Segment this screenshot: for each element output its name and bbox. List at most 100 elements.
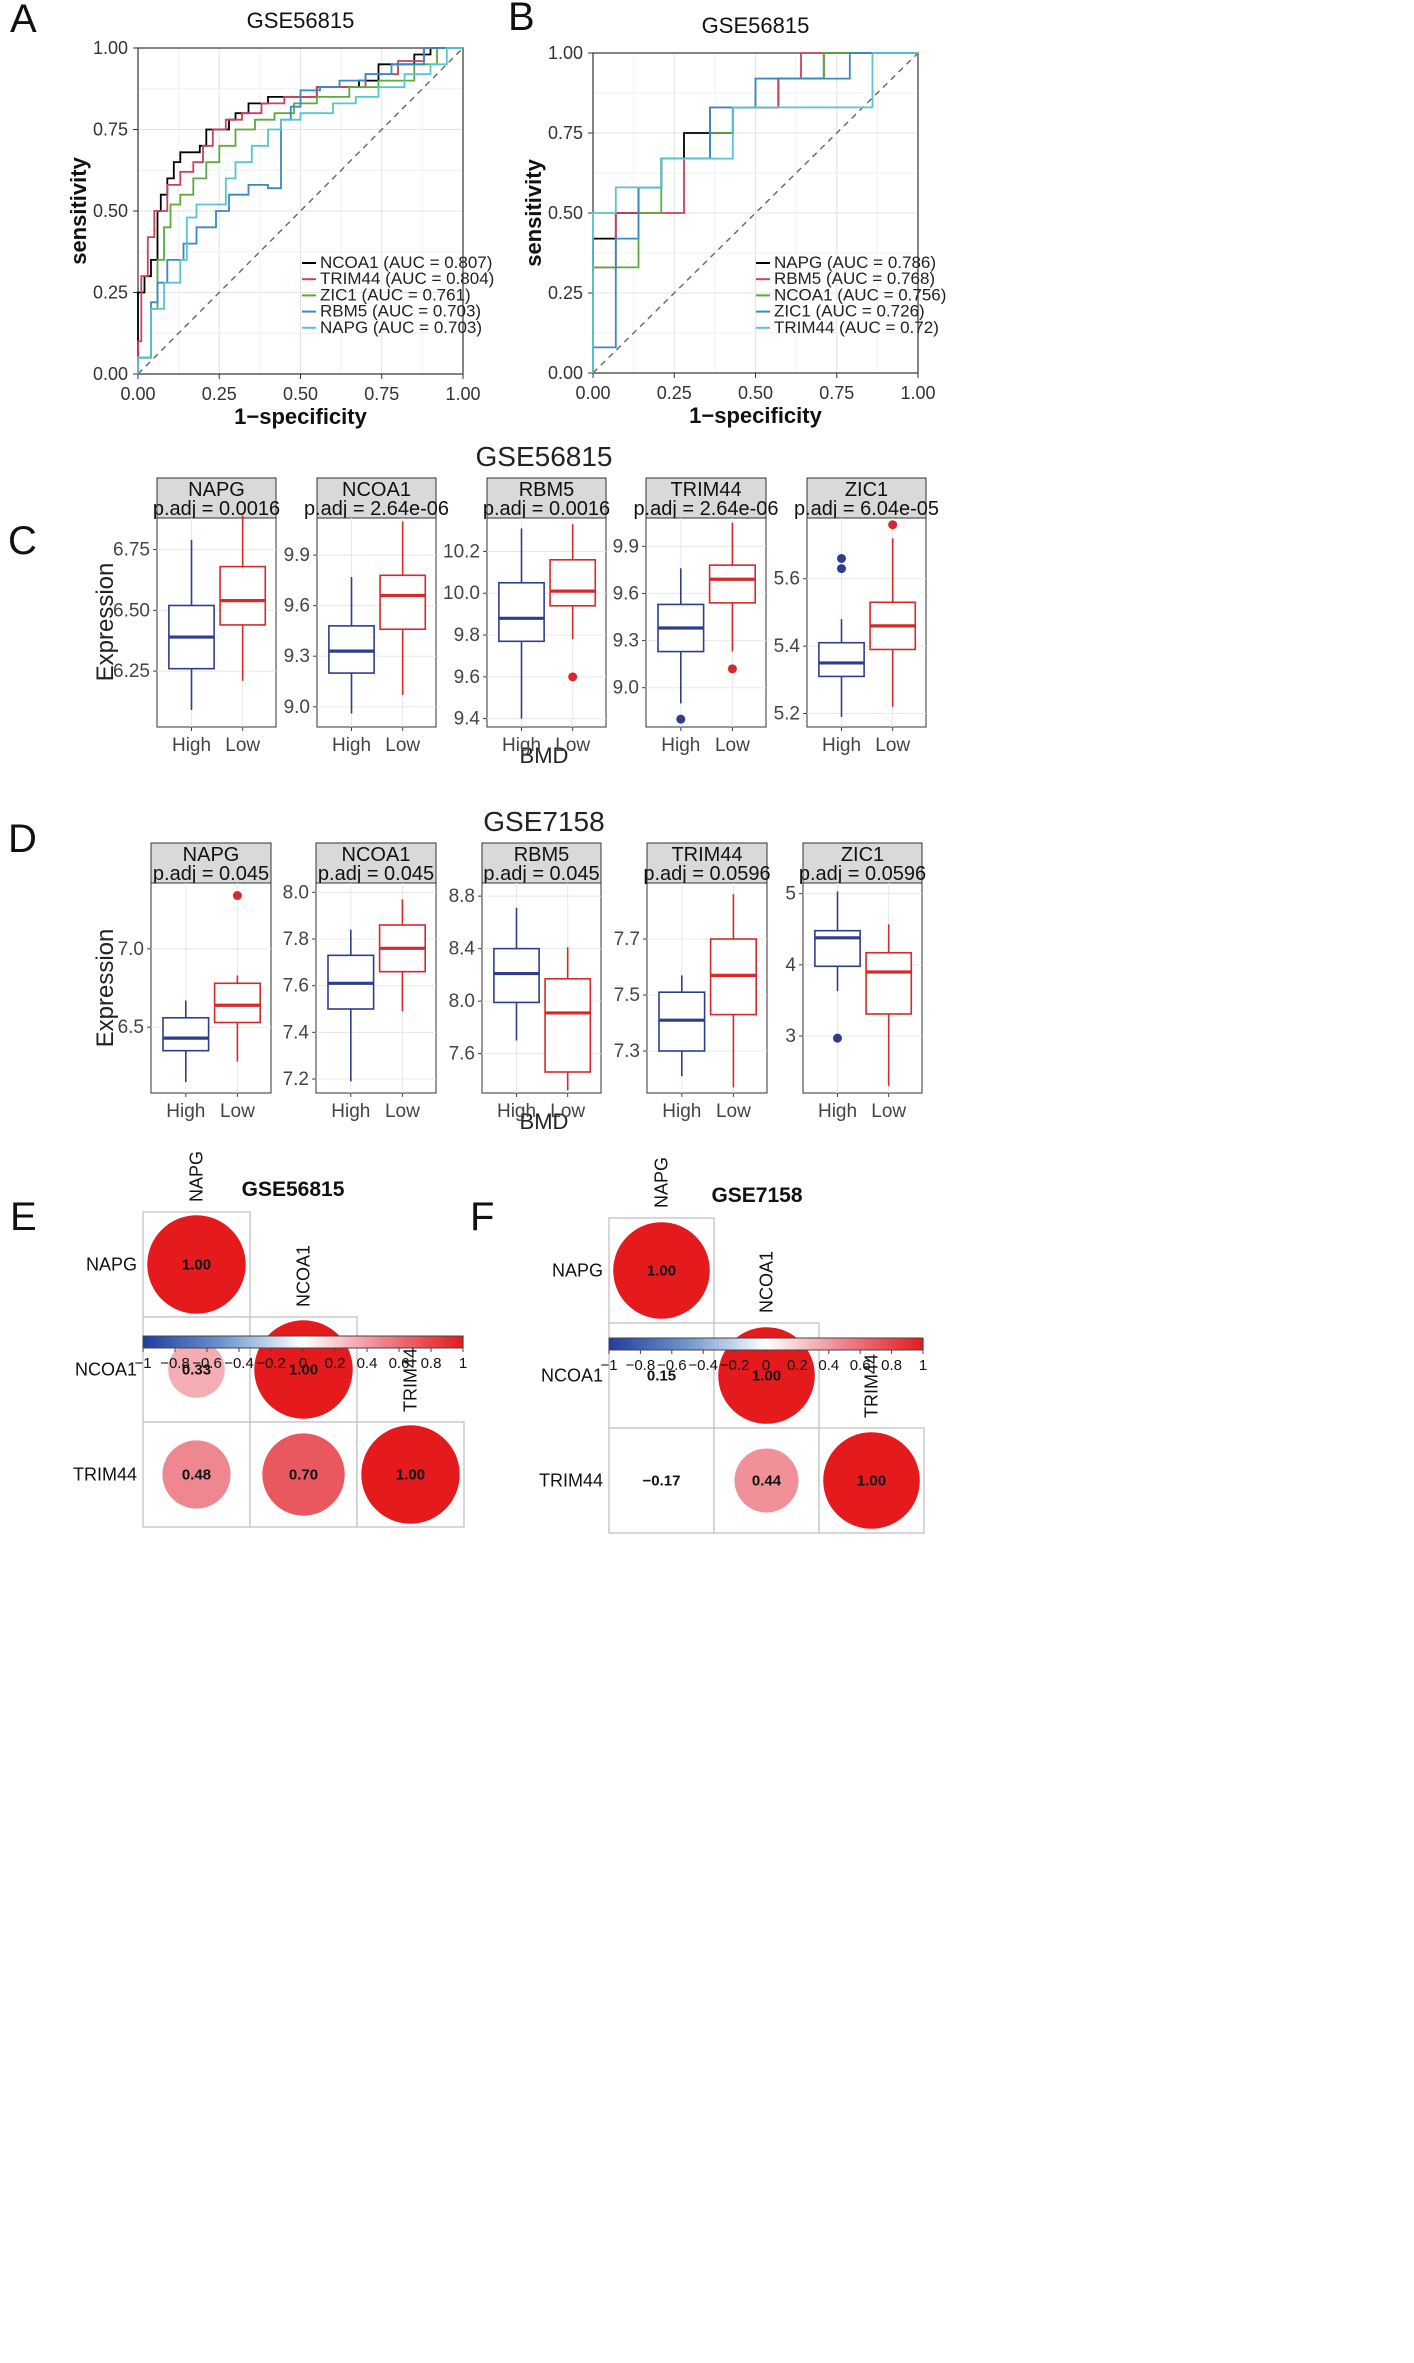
colorbar-segment — [793, 1338, 798, 1350]
colorbar-tick-label: −1 — [134, 1355, 151, 1372]
colorbar-segment — [624, 1338, 630, 1350]
colorbar-tick-label: 0.6 — [850, 1357, 871, 1374]
box-iqr — [162, 1016, 210, 1052]
colorbar-tick-label: 0 — [299, 1355, 307, 1372]
colorbar-segment — [777, 1338, 783, 1350]
facet-strip — [150, 842, 272, 884]
colorbar-segment — [171, 1336, 176, 1348]
panel-letter: A — [10, 0, 37, 41]
roc-curve-TRIM44 — [592, 52, 918, 373]
colorbar-segment — [805, 1338, 810, 1350]
corr-value: 0.15 — [647, 1368, 676, 1385]
box-low — [708, 522, 756, 674]
facet-gene: NCOA1 — [342, 479, 411, 501]
colorbar-segment — [875, 1338, 881, 1350]
roc-curve-TRIM44 — [137, 47, 463, 374]
facet-gene: TRIM44 — [670, 479, 741, 501]
colorbar-segment — [219, 1336, 224, 1348]
x-tick-label: High — [502, 735, 541, 756]
y-tick-label: 3 — [785, 1026, 796, 1047]
colorbar-segment — [879, 1338, 885, 1350]
legend-entry: RBM5 (AUC = 0.703) — [320, 302, 481, 321]
colorbar-tick-label: −0.4 — [688, 1357, 718, 1374]
colorbar-segment — [868, 1338, 873, 1350]
facet-padj: p.adj = 2.64e-06 — [633, 498, 778, 520]
colorbar-segment — [644, 1338, 649, 1350]
colorbar-segment — [656, 1338, 661, 1350]
colorbar-segment — [199, 1336, 204, 1348]
x-tick-label: 0.75 — [819, 383, 854, 403]
colorbar-segment — [856, 1338, 861, 1350]
x-tick-label: 0.25 — [202, 384, 237, 404]
colorbar-segment — [243, 1336, 248, 1348]
colorbar-segment — [750, 1338, 755, 1350]
corr-circle — [734, 1448, 799, 1513]
colorbar-segment — [415, 1336, 420, 1348]
colorbar-segment — [315, 1336, 320, 1348]
colorbar-tick-label: −0.2 — [256, 1355, 286, 1372]
colorbar-tick-label: 0 — [762, 1357, 770, 1374]
y-tick-label: 0.50 — [93, 201, 128, 221]
y-tick-label: 9.6 — [284, 596, 310, 617]
corr-cell: 0.48 — [142, 1421, 251, 1528]
y-tick-label: 7.0 — [118, 939, 144, 960]
x-tick-label: High — [166, 1101, 205, 1122]
colorbar-segment — [183, 1336, 188, 1348]
x-tick-label: High — [662, 1101, 701, 1122]
box-high — [498, 528, 545, 719]
colorbar-segment — [632, 1338, 638, 1350]
y-tick-label: 6.25 — [113, 661, 150, 682]
colorbar-tick-label: 0.4 — [357, 1355, 378, 1372]
colorbar-segment — [299, 1336, 304, 1348]
colorbar-segment — [163, 1336, 168, 1348]
col-label: NCOA1 — [294, 1245, 314, 1307]
box-low — [865, 924, 913, 1086]
y-tick-label: 5.6 — [774, 569, 800, 590]
corr-circle — [262, 1433, 345, 1516]
x-tick-label: 0.50 — [283, 384, 318, 404]
box-iqr — [865, 951, 913, 1015]
corr-circle — [823, 1432, 920, 1529]
colorbar-segment — [769, 1338, 775, 1350]
colorbar-segment — [746, 1338, 751, 1350]
colorbar-tick-label: −0.2 — [720, 1357, 750, 1374]
colorbar-segment — [612, 1338, 618, 1350]
colorbar-tick-label: −0.6 — [657, 1357, 687, 1374]
colorbar-segment — [223, 1336, 228, 1348]
colorbar-segment — [359, 1336, 364, 1348]
col-label: NAPG — [187, 1151, 207, 1202]
y-tick-label: 7.2 — [283, 1069, 309, 1090]
colorbar-segment — [687, 1338, 693, 1350]
panel-letter: E — [10, 1195, 37, 1239]
colorbar-segment — [227, 1336, 232, 1348]
facet-gene: RBM5 — [514, 844, 570, 866]
colorbar-segment — [809, 1338, 814, 1350]
legend-entry: RBM5 (AUC = 0.768) — [774, 269, 935, 288]
roc-curve-RBM5 — [137, 47, 463, 374]
facet-padj: p.adj = 0.0596 — [643, 863, 770, 885]
colorbar-segment — [447, 1336, 452, 1348]
colorbar-segment — [147, 1336, 152, 1348]
colorbar-segment — [679, 1338, 685, 1350]
colorbar-segment — [683, 1338, 689, 1350]
y-tick-label: 9.6 — [613, 583, 639, 604]
colorbar-segment — [691, 1338, 696, 1350]
facet-padj: p.adj = 2.64e-06 — [304, 498, 449, 520]
colorbar-segment — [711, 1338, 716, 1350]
box-iqr — [379, 574, 427, 631]
colorbar-segment — [231, 1336, 236, 1348]
y-tick-label: 5.4 — [774, 636, 801, 657]
colorbar-segment — [339, 1336, 344, 1348]
y-tick-label: 1.00 — [548, 43, 583, 63]
x-axis-label: 1−specificity — [234, 404, 367, 429]
colorbar-segment — [371, 1336, 376, 1348]
colorbar-segment — [734, 1338, 740, 1350]
colorbar-segment — [367, 1336, 372, 1348]
colorbar-tick-label: 0.8 — [881, 1357, 902, 1374]
x-axis-label: 1−specificity — [689, 403, 822, 428]
colorbar-segment — [754, 1338, 759, 1350]
